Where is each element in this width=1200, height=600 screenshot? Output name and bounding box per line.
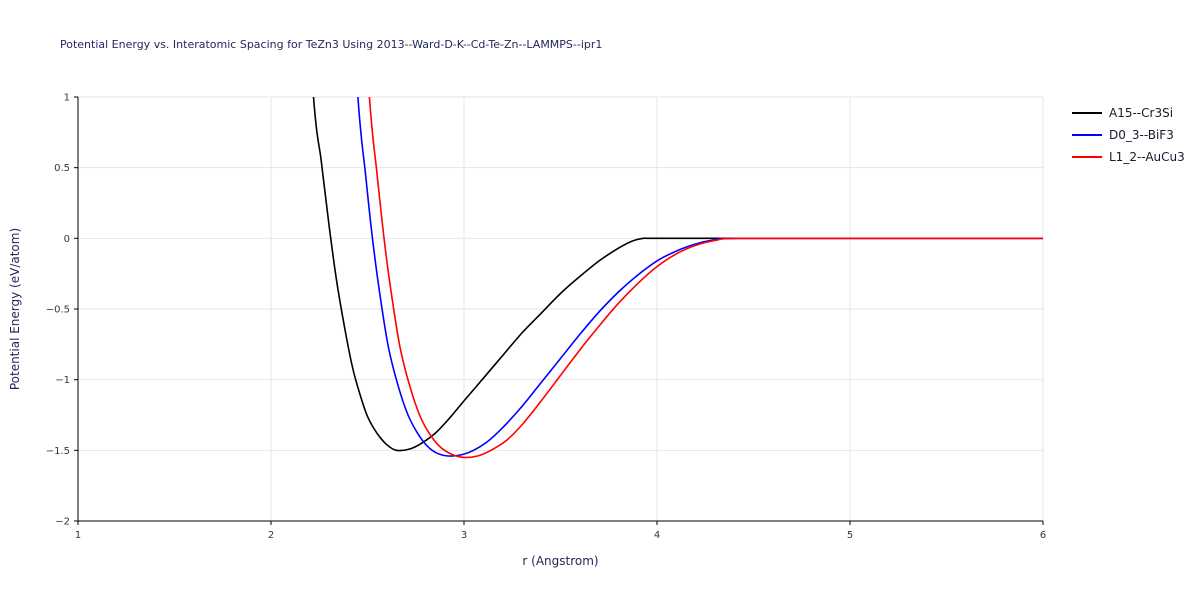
y-tick-label: 0 [64, 234, 70, 245]
legend-line-swatch [1072, 156, 1102, 158]
y-tick-label: 1 [64, 93, 70, 104]
x-tick-label: 6 [1040, 530, 1046, 541]
chart-title: Potential Energy vs. Interatomic Spacing… [60, 38, 603, 51]
legend-item-D0_3--BiF3: D0_3--BiF3 [1072, 128, 1185, 142]
x-tick-label: 2 [268, 530, 274, 541]
series-line-L1_2--AuCu3 [368, 97, 1043, 459]
legend: A15--Cr3Si D0_3--BiF3 L1_2--AuCu3 [1072, 106, 1185, 164]
legend-label: A15--Cr3Si [1109, 106, 1174, 120]
x-tick-label: 5 [847, 530, 853, 541]
x-tick-label: 4 [654, 530, 660, 541]
y-tick-label: −0.5 [46, 305, 70, 316]
legend-line-swatch [1072, 134, 1102, 136]
x-tick-label: 1 [75, 530, 81, 541]
y-tick-label: −1.5 [46, 446, 70, 457]
series-line-A15--Cr3Si [312, 97, 1043, 452]
legend-item-L1_2--AuCu3: L1_2--AuCu3 [1072, 150, 1185, 164]
legend-label: L1_2--AuCu3 [1109, 150, 1185, 164]
legend-label: D0_3--BiF3 [1109, 128, 1174, 142]
y-tick-label: 0.5 [54, 163, 70, 174]
y-tick-label: −2 [55, 517, 70, 528]
x-axis-label: r (Angstrom) [522, 554, 599, 568]
y-tick-label: −1 [55, 375, 70, 386]
series-line-D0_3--BiF3 [357, 97, 1043, 457]
x-tick-label: 3 [461, 530, 467, 541]
series-group [312, 97, 1043, 459]
legend-item-A15--Cr3Si: A15--Cr3Si [1072, 106, 1185, 120]
legend-line-swatch [1072, 112, 1102, 114]
